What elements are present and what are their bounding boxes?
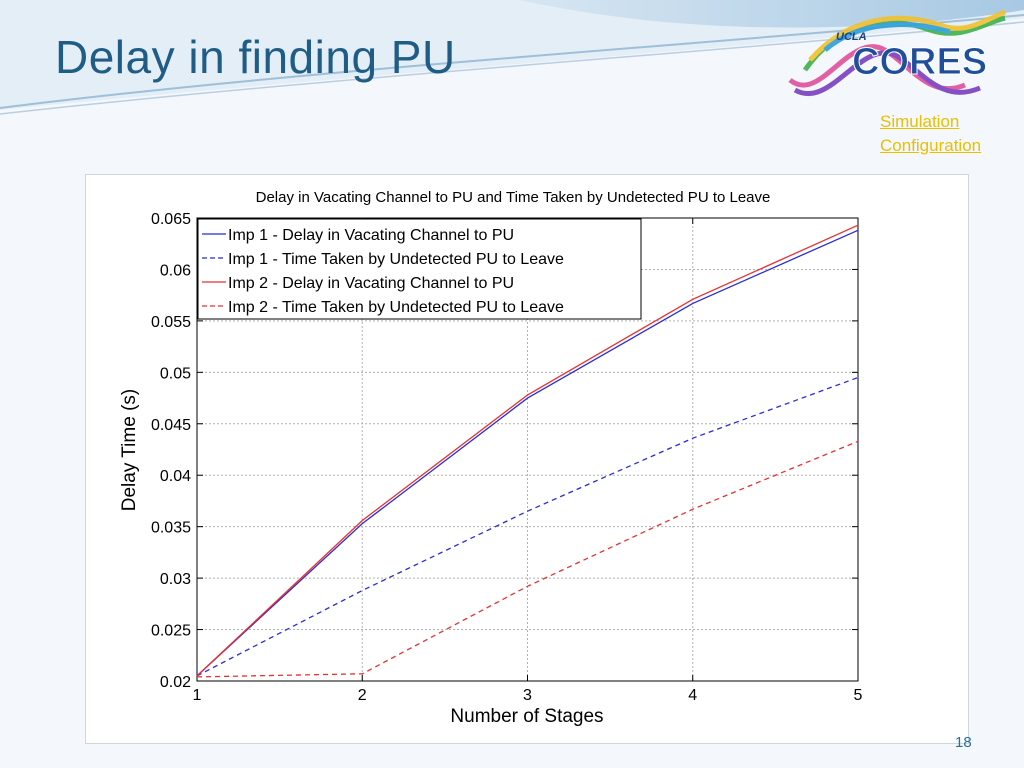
y-axis-label: Delay Time (s) xyxy=(119,389,140,511)
x-tick-label: 3 xyxy=(523,687,532,704)
y-tick-label: 0.04 xyxy=(160,468,191,485)
link-line-2: Configuration xyxy=(880,136,982,155)
x-tick-label: 2 xyxy=(358,687,367,704)
chart-frame: Delay in Vacating Channel to PU and Time… xyxy=(85,174,969,744)
x-tick-label: 4 xyxy=(688,687,697,704)
logo-cores-text: CORES xyxy=(852,41,987,83)
y-tick-label: 0.03 xyxy=(160,571,191,588)
axis-ticks: 1 2 3 4 5 0.02 0.025 0.03 0.035 0.04 0.045 0.05 0.05… xyxy=(151,211,863,704)
y-tick-label: 0.02 xyxy=(160,674,191,691)
legend-entry: Imp 1 - Delay in Vacating Channel to PU xyxy=(228,227,514,244)
series-line xyxy=(196,440,859,678)
series-line xyxy=(196,376,859,677)
x-tick-label: 5 xyxy=(854,687,863,704)
series-line xyxy=(196,229,859,677)
y-tick-label: 0.045 xyxy=(151,417,191,434)
series-lines xyxy=(196,224,859,678)
x-tick-label: 1 xyxy=(193,687,202,704)
legend-entry: Imp 1 - Time Taken by Undetected PU to L… xyxy=(228,251,564,268)
y-tick-label: 0.055 xyxy=(151,314,191,331)
x-axis-label: Number of Stages xyxy=(450,706,603,727)
slide-title: Delay in finding PU xyxy=(55,31,456,83)
y-tick-label: 0.035 xyxy=(151,520,191,537)
legend-entry: Imp 2 - Delay in Vacating Channel to PU xyxy=(228,275,514,292)
page-number: 18 xyxy=(955,734,972,751)
simulation-configuration-link[interactable]: Simulation Configuration xyxy=(880,110,1010,158)
y-tick-label: 0.06 xyxy=(160,262,191,279)
legend: Imp 1 - Delay in Vacating Channel to PU I… xyxy=(197,218,642,320)
line-chart: Delay in Vacating Channel to PU and Time… xyxy=(119,189,863,727)
y-tick-label: 0.05 xyxy=(160,365,191,382)
link-line-1: Simulation xyxy=(880,112,960,131)
y-tick-label: 0.025 xyxy=(151,623,191,640)
y-tick-label: 0.065 xyxy=(151,211,191,228)
series-line xyxy=(196,224,859,677)
chart-title: Delay in Vacating Channel to PU and Time… xyxy=(256,189,771,206)
logo-ucla-text: UCLA xyxy=(836,31,867,43)
cores-logo: UCLA CORES xyxy=(788,10,1006,96)
legend-box xyxy=(197,218,642,320)
legend-entry: Imp 2 - Time Taken by Undetected PU to L… xyxy=(228,299,564,316)
